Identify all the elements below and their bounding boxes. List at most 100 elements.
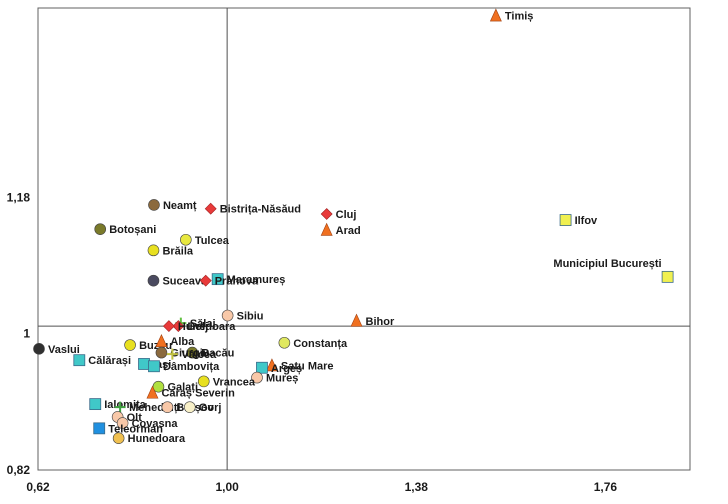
point-label: Argeș	[271, 363, 302, 375]
data-point: Caraș Severin	[146, 385, 235, 400]
point-marker	[186, 346, 199, 359]
data-point: Maramureș	[211, 273, 286, 286]
point-marker	[112, 432, 125, 444]
data-point: Bistrița-Năsăud	[204, 202, 301, 216]
point-marker	[180, 233, 192, 246]
point-marker	[251, 371, 263, 384]
point-marker	[93, 422, 106, 435]
point-marker	[661, 270, 674, 283]
point-label: Mureș	[266, 373, 298, 385]
data-point: Suceava	[147, 274, 208, 288]
point-label: Cluj	[336, 209, 357, 221]
point-marker	[162, 320, 175, 333]
point-label: Tulcea	[195, 235, 230, 247]
data-point: Vaslui	[33, 343, 80, 356]
data-point: Cluj	[320, 208, 357, 221]
data-point: Timiș	[489, 8, 533, 23]
data-point: Vrancea	[197, 375, 256, 388]
data-point: Dolj	[172, 320, 208, 333]
point-marker	[221, 309, 234, 322]
point-marker	[89, 398, 102, 411]
x-tick-label: 1,00	[215, 480, 239, 494]
data-point: Ilfov	[559, 214, 598, 227]
point-marker	[197, 375, 210, 388]
point-marker	[204, 202, 217, 215]
data-point: Brăila	[147, 244, 194, 257]
point-label: Dolj	[187, 321, 208, 333]
point-label: Neamț	[163, 200, 197, 212]
plot-area-frame	[37, 7, 691, 471]
point-marker	[155, 346, 168, 359]
point-label: Dâmbovița	[163, 361, 220, 373]
point-marker	[94, 223, 107, 235]
point-marker	[320, 208, 333, 220]
point-label: Hunedoara	[128, 433, 186, 445]
data-point: Neamț	[148, 199, 197, 212]
data-point: Sibiu	[221, 309, 264, 322]
point-label: Municipiul București	[553, 258, 661, 270]
data-point: Giurgiu	[155, 346, 210, 360]
y-tick-label: 1,18	[7, 190, 31, 204]
point-label: Sibiu	[237, 310, 264, 322]
data-point: Argeș	[256, 361, 302, 375]
point-label: Brăila	[162, 245, 193, 257]
point-label: Arad	[336, 225, 361, 237]
point-label: Sălaj	[190, 318, 216, 330]
y-tick-label: 0,82	[7, 463, 31, 477]
point-marker	[184, 401, 196, 413]
y-tick-label: 1	[23, 327, 30, 341]
x-tick-label: 1,38	[405, 480, 429, 494]
point-marker	[124, 339, 136, 351]
data-point: Botoșani	[94, 223, 156, 236]
x-tick-label: 1,76	[594, 480, 618, 494]
point-marker	[256, 361, 268, 374]
point-marker	[161, 401, 174, 413]
point-marker	[147, 274, 160, 287]
point-marker	[73, 354, 86, 367]
point-label: Călărași	[88, 355, 131, 367]
point-marker	[166, 348, 178, 360]
point-marker	[350, 313, 363, 327]
point-label: Bihor	[366, 316, 395, 328]
tick-labels: 0,62 1,00 1,38 1,76 1,18 1 0,82	[7, 190, 618, 494]
point-label: Hunedoara	[178, 321, 236, 333]
point-marker	[199, 274, 212, 287]
point-marker	[489, 8, 502, 22]
point-label: Teleorman	[108, 423, 163, 435]
data-point: Alba	[155, 334, 195, 348]
data-point: Călărași	[73, 354, 131, 367]
point-marker	[155, 334, 168, 348]
data-points: Timiș Neamț Bistrița-Năsăud Cluj Ilfov Botoșa…	[33, 8, 674, 445]
data-point: Mureș	[251, 371, 298, 385]
point-marker	[559, 214, 572, 226]
point-label: Buzău	[139, 340, 172, 352]
point-marker	[33, 343, 45, 355]
data-point: Hunedoara	[112, 432, 186, 445]
data-point: Satu Mare	[265, 358, 334, 372]
point-label: Bistrița-Năsăud	[220, 204, 301, 216]
point-marker	[148, 199, 160, 211]
point-label: Ilfov	[575, 215, 598, 227]
data-point: Vâlcea	[166, 348, 217, 361]
point-marker	[211, 273, 224, 286]
data-point: Bihor	[350, 313, 395, 328]
point-marker	[320, 222, 333, 236]
point-label: Maramureș	[227, 274, 286, 286]
data-point: Arad	[320, 222, 361, 237]
point-label: Prahova	[215, 276, 259, 288]
point-label: Suceava	[162, 276, 208, 288]
data-point: Tulcea	[180, 233, 230, 247]
data-point: Municipiul București	[553, 258, 674, 283]
data-point: Covasna	[116, 417, 179, 430]
point-marker	[278, 336, 291, 349]
point-label: Covasna	[132, 418, 179, 430]
data-point: Dâmbovița	[148, 360, 220, 373]
point-marker	[148, 360, 160, 373]
data-point: Hunedoara	[162, 320, 236, 333]
point-label: Alba	[170, 336, 195, 348]
data-point: Galați	[152, 380, 198, 394]
point-label: Vrancea	[213, 376, 256, 388]
point-marker	[265, 358, 278, 372]
point-label: Vâlcea	[181, 349, 217, 361]
